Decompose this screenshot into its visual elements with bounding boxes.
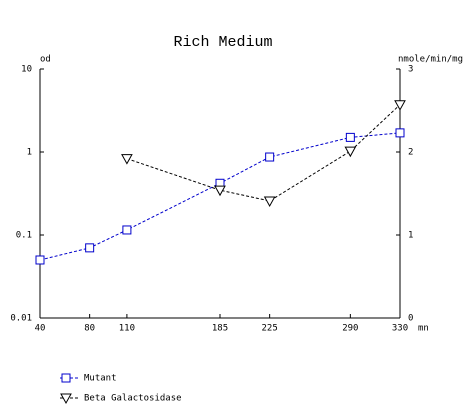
x-tick-label: 40 bbox=[35, 324, 46, 334]
legend-marker bbox=[61, 373, 71, 383]
legend-label: Mutant bbox=[84, 374, 117, 384]
data-point bbox=[394, 100, 406, 111]
x-tick-label: 330 bbox=[392, 324, 408, 334]
series-line bbox=[126, 104, 401, 202]
y2-tick-label: 1 bbox=[408, 231, 413, 241]
data-point bbox=[85, 243, 95, 253]
data-point bbox=[345, 132, 355, 142]
y2-tick-label: 3 bbox=[408, 65, 413, 75]
y2-tick-label: 0 bbox=[408, 314, 413, 324]
x-tick-label: 80 bbox=[84, 324, 95, 334]
x-tick-label: 185 bbox=[212, 324, 228, 334]
legend-marker bbox=[60, 393, 72, 405]
data-point bbox=[395, 128, 405, 138]
x-tick-label: 290 bbox=[342, 324, 358, 334]
data-point bbox=[122, 225, 132, 235]
y-tick-label: 0.01 bbox=[10, 314, 32, 324]
x-tick-label: 110 bbox=[119, 324, 135, 334]
data-point bbox=[214, 185, 226, 197]
data-point bbox=[344, 146, 357, 158]
data-point bbox=[121, 154, 133, 165]
x-axis-label: mn bbox=[418, 324, 429, 334]
y-tick-label: 1 bbox=[27, 148, 32, 158]
y-tick-label: 0.1 bbox=[16, 231, 32, 241]
series-line bbox=[39, 132, 401, 261]
y2-tick-label: 2 bbox=[408, 148, 413, 158]
y-axis-label: od bbox=[40, 55, 51, 65]
data-point bbox=[35, 255, 45, 265]
x-tick-label: 225 bbox=[262, 324, 278, 334]
data-point bbox=[263, 196, 276, 207]
y-tick-label: 10 bbox=[21, 65, 32, 75]
y2-axis-label: nmole/min/mg bbox=[398, 55, 463, 65]
chart-title: Rich Medium bbox=[173, 34, 272, 51]
data-point bbox=[265, 152, 275, 162]
legend-label: Beta Galactosidase bbox=[84, 394, 182, 404]
